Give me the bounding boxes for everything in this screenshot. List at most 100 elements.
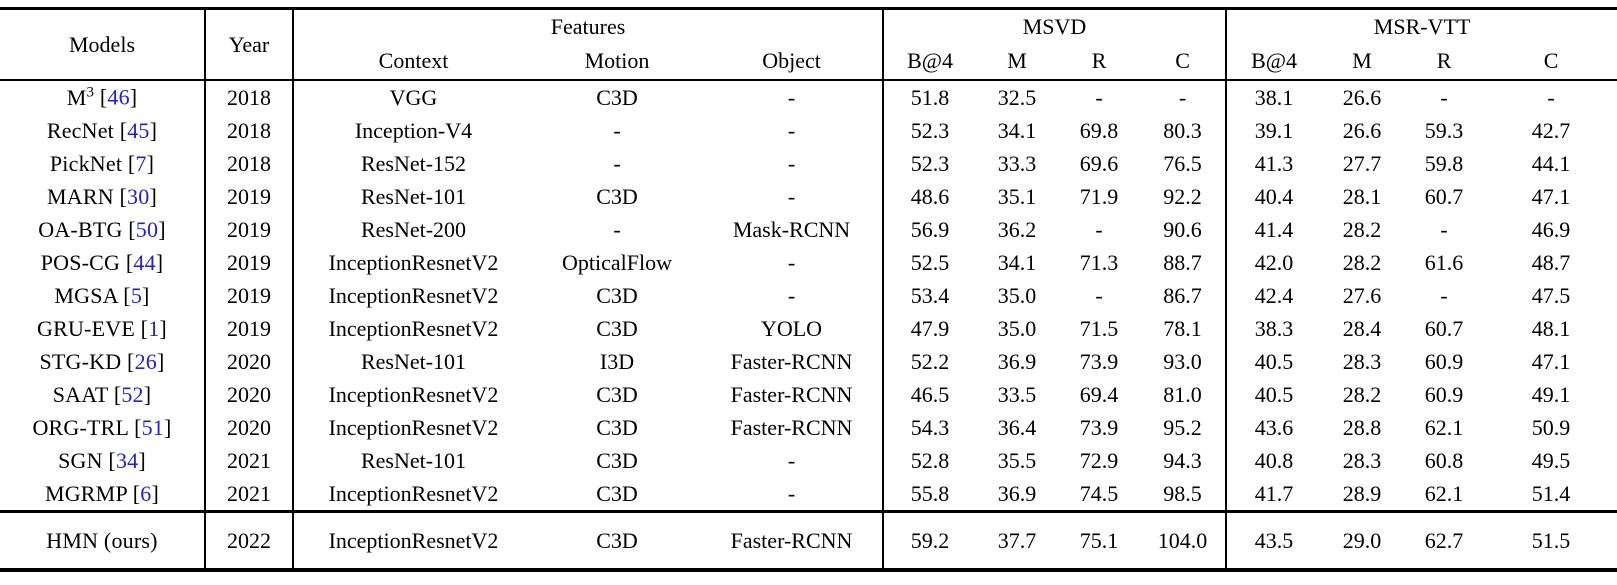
col-header-msvd-b4: B@4 (907, 48, 953, 73)
msrvtt-metric-3-cell: 49.5 (1531, 447, 1571, 473)
msvd-metric-3-cell: 88.7 (1140, 246, 1228, 279)
msvd-metric-3-cell: - (1140, 79, 1228, 114)
msrvtt-metric-2-cell: - (1403, 79, 1486, 114)
citation-link[interactable]: 46 (107, 84, 130, 110)
object-feature-cell: YOLO (701, 312, 885, 345)
model-name-superscript: 3 (86, 84, 95, 101)
msvd-metric-0-cell: 52.8 (910, 447, 950, 473)
msvd-metric-2-cell: 71.5 (1079, 315, 1119, 341)
object-feature-cell: Mask-RCNN (701, 213, 885, 246)
citation-link[interactable]: 5 (130, 282, 143, 308)
motion-feature-cell: OpticalFlow (562, 249, 672, 275)
msrvtt-metric-2-cell: 61.6 (1424, 249, 1464, 275)
col-header-msrvtt-r: R (1436, 48, 1452, 73)
col-header-models: Models (0, 8, 206, 80)
model-cell: PickNet [7] (0, 147, 206, 180)
table-row: M3 [46] 2018 VGG C3D -51.8 32.5- -38.1 26.6- - (0, 79, 1617, 114)
msrvtt-metric-0-cell: 43.5 (1226, 510, 1322, 572)
table-row: RecNet [45] 2018 Inception-V4- -52.3 34.1 69.… (0, 114, 1617, 147)
msvd-metric-2-cell: 71.3 (1079, 249, 1119, 275)
model-name: STG-KD (39, 348, 122, 374)
msvd-metric-1-cell: 35.5 (997, 447, 1037, 473)
msvd-metric-0-cell: 52.5 (910, 249, 950, 275)
model-name: MGRMP (44, 480, 128, 506)
msrvtt-metric-3-cell: 44.1 (1531, 150, 1571, 176)
context-feature-cell: InceptionResnetV2 (328, 381, 499, 407)
citation-link[interactable]: 1 (148, 315, 160, 341)
msvd-metric-0-cell: 52.3 (910, 117, 950, 143)
year-cell: 2019 (205, 312, 294, 345)
msvd-metric-3-cell: 86.7 (1140, 279, 1228, 312)
citation-link[interactable]: 6 (140, 480, 152, 506)
col-header-msvd-m: M (1007, 48, 1027, 73)
year-cell: 2019 (205, 180, 294, 213)
msvd-metric-1-cell: 36.4 (997, 414, 1037, 440)
table-row: GRU-EVE [1] 2019 InceptionResnetV2 C3D YOLO 4… (0, 312, 1617, 345)
model-name: ORG-TRL (32, 414, 129, 440)
citation-link[interactable]: 45 (127, 117, 150, 143)
object-feature-cell: - (701, 477, 885, 512)
model-name: MGSA (54, 282, 118, 308)
ours-row-section: HMN (ours) 2022 InceptionResnetV2 C3D Faster… (0, 510, 1617, 572)
motion-feature-cell: C3D (596, 480, 638, 506)
object-feature-cell: - (701, 79, 885, 114)
msvd-metric-0-cell: 46.5 (910, 381, 950, 407)
msvd-metric-3-cell: 76.5 (1140, 147, 1228, 180)
model-cell: MGRMP [6] (0, 477, 206, 512)
msvd-metric-3-cell: 81.0 (1140, 378, 1228, 411)
col-header-year: Year (205, 8, 294, 80)
msvd-metric-2-cell: 71.9 (1079, 183, 1119, 209)
col-header-msrvtt-m: M (1352, 48, 1372, 73)
citation-link[interactable]: 34 (115, 447, 139, 473)
results-table: Models Year Features MSVD MSR-VTT Contex… (0, 7, 1617, 572)
context-feature-cell: ResNet-101 (360, 183, 467, 209)
msvd-metric-1-cell: 36.9 (997, 348, 1037, 374)
citation-link[interactable]: 26 (134, 348, 157, 374)
object-feature-cell: - (701, 279, 885, 312)
msrvtt-metric-1-cell: 28.2 (1342, 381, 1382, 407)
header-row-groups: Models Year Features MSVD MSR-VTT (0, 8, 1617, 80)
citation-link[interactable]: 52 (121, 381, 144, 407)
msrvtt-metric-2-cell: - (1440, 282, 1448, 308)
model-cell: STG-KD [26] (0, 345, 206, 378)
msvd-metric-0-cell: 51.8 (883, 79, 977, 114)
object-feature-cell: Faster-RCNN (701, 378, 885, 411)
msvd-metric-2-cell: 69.6 (1079, 150, 1119, 176)
msrvtt-metric-3-cell: 49.1 (1531, 381, 1571, 407)
msrvtt-metric-0-cell: 41.4 (1254, 216, 1294, 242)
table-row: STG-KD [26] 2020 ResNet-101 I3D Faster-RCNN 5… (0, 345, 1617, 378)
msvd-metric-0-cell: 56.9 (910, 216, 950, 242)
citation-link[interactable]: 50 (135, 216, 159, 242)
citation-link[interactable]: 30 (127, 183, 150, 209)
msvd-metric-0-cell: 47.9 (910, 315, 950, 341)
table-header: Models Year Features MSVD MSR-VTT Contex… (0, 8, 1617, 80)
context-feature-cell: InceptionResnetV2 (328, 315, 499, 341)
ours-table-row: HMN (ours) 2022 InceptionResnetV2 C3D Faster… (0, 510, 1617, 572)
model-name: OA-BTG (38, 216, 123, 242)
model-name: SGN (58, 447, 103, 473)
object-feature-cell: - (701, 444, 885, 477)
citation-link[interactable]: 7 (135, 150, 147, 176)
model-name: RecNet (46, 117, 114, 143)
citation-link[interactable]: 44 (133, 249, 156, 275)
model-cell: MARN [30] (0, 180, 206, 213)
msvd-metric-0-cell: 48.6 (910, 183, 950, 209)
msrvtt-metric-2-cell: 62.7 (1403, 510, 1486, 572)
msvd-metric-0-cell: 59.2 (883, 510, 977, 572)
model-cell: GRU-EVE [1] (0, 312, 206, 345)
msvd-metric-1-cell: 35.0 (997, 315, 1037, 341)
msvd-metric-2-cell: 74.5 (1079, 480, 1119, 506)
msrvtt-metric-3-cell: 48.7 (1531, 249, 1571, 275)
context-feature-cell: VGG (293, 79, 533, 114)
context-feature-cell: ResNet-200 (360, 216, 467, 242)
msrvtt-metric-3-cell: 42.7 (1531, 117, 1571, 143)
msvd-metric-0-cell: 52.2 (910, 348, 950, 374)
citation-link[interactable]: 51 (141, 414, 165, 440)
msrvtt-metric-0-cell: 40.8 (1254, 447, 1294, 473)
msrvtt-metric-2-cell: 62.1 (1424, 414, 1464, 440)
motion-feature-cell: C3D (533, 510, 701, 572)
year-cell: 2020 (205, 411, 294, 444)
context-feature-cell: InceptionResnetV2 (328, 480, 499, 506)
msvd-metric-1-cell: 36.2 (997, 216, 1037, 242)
col-header-msvd-r: R (1091, 48, 1107, 73)
